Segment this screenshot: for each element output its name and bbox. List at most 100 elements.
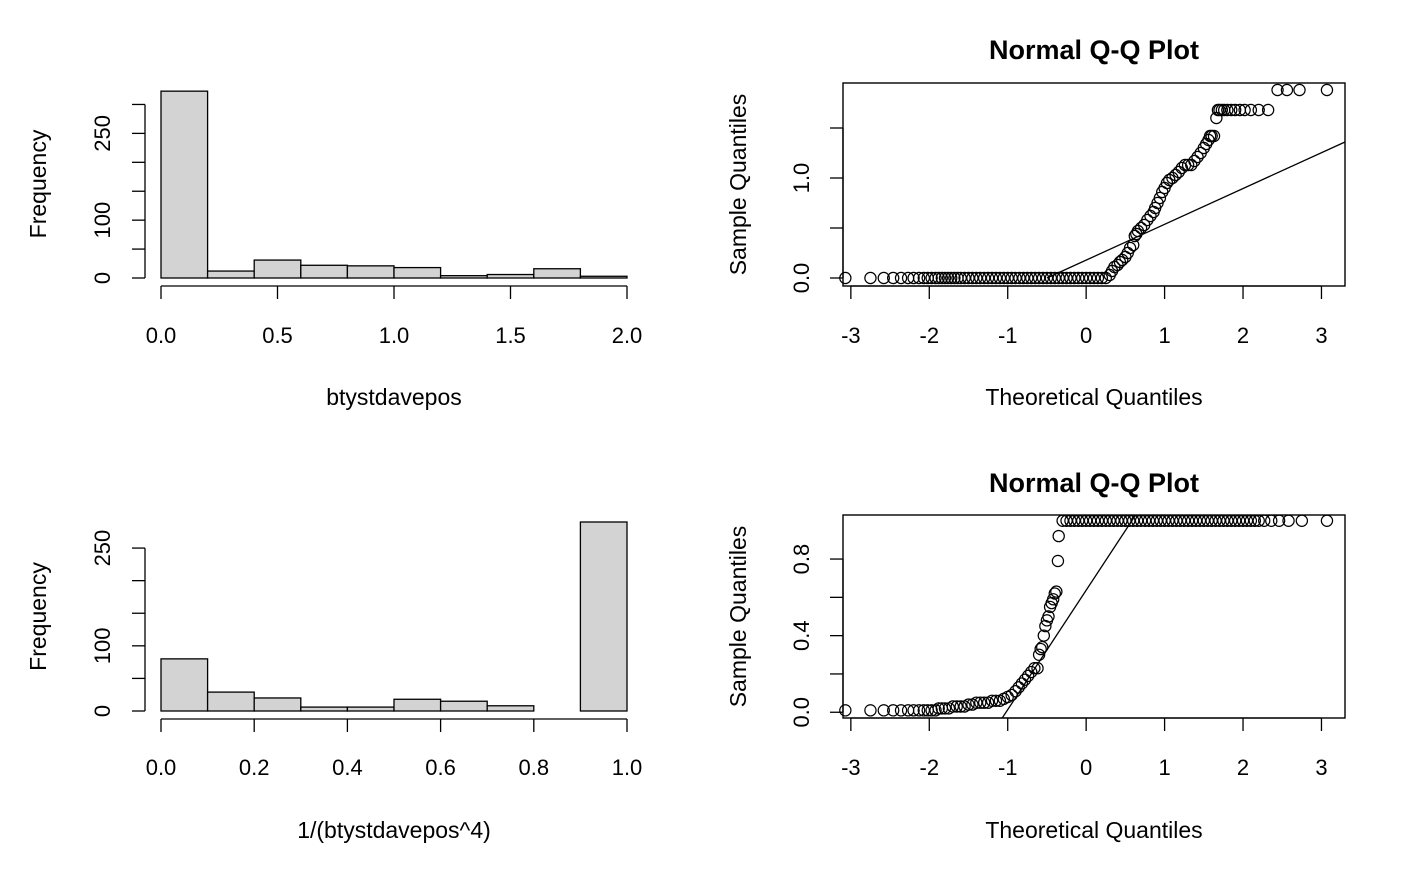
qq-top-x-tick-label: 3 [1315, 323, 1327, 348]
hist-top-y-tick-label: 0 [90, 272, 115, 284]
histogram-bar [160, 658, 209, 712]
qq-point [1153, 191, 1167, 205]
hist-bottom-y-tick-label: 0 [90, 705, 115, 717]
qq-point [1127, 238, 1140, 252]
qq-point [948, 271, 961, 285]
qq-point [1295, 514, 1309, 527]
qq-point [1032, 648, 1046, 662]
histogram-bar [439, 275, 488, 279]
qq-point [929, 271, 942, 285]
qq-point [950, 700, 963, 713]
qq-point [887, 271, 900, 285]
histogram-bar [346, 265, 395, 279]
qq-point [962, 698, 975, 711]
qq-bottom-y-axis-label: Sample Quantiles [725, 526, 751, 708]
qq-point [1221, 103, 1234, 117]
qq-point [894, 271, 908, 285]
qq-bottom-x-tick-label: 2 [1237, 755, 1249, 780]
qq-point [1238, 103, 1251, 117]
qq-point [1048, 587, 1061, 600]
qq-bottom-qq-reference-line [1001, 515, 1137, 718]
qq-point [1141, 213, 1154, 227]
qq-point [977, 696, 991, 709]
qq-point [1021, 669, 1035, 683]
qq-point [1042, 610, 1055, 623]
histogram-bar [300, 264, 349, 279]
qq-point [1134, 221, 1148, 235]
hist-bottom-y-tick-label: 250 [90, 530, 115, 567]
qq-bottom-y-tick-label: 0.8 [789, 544, 814, 575]
qq-point [1099, 271, 1112, 285]
qq-point [932, 271, 945, 285]
qq-top-x-tick-label: -3 [841, 323, 861, 348]
qq-point [1207, 129, 1221, 143]
qq-point [1047, 593, 1060, 606]
qq-point [945, 271, 958, 285]
qq-point [1265, 514, 1278, 527]
hist-bottom-y-tick-label: 100 [90, 627, 115, 664]
qq-bottom-plot-frame [842, 514, 1346, 719]
qq-point [1169, 168, 1182, 182]
qq-top-plot-frame [842, 82, 1346, 287]
qq-point [1252, 103, 1265, 117]
qq-point [894, 704, 908, 717]
hist-bottom-x-tick-label: 0.2 [239, 755, 270, 780]
qq-point [1271, 83, 1284, 97]
qq-point [1050, 585, 1063, 598]
qq-point [1280, 83, 1294, 97]
qq-point [1051, 554, 1065, 568]
histogram-bar [300, 706, 349, 712]
qq-top-x-axis-label: Theoretical Quantiles [985, 384, 1202, 410]
qq-point [954, 700, 967, 713]
qq-top-y-axis-label: Sample Quantiles [725, 94, 751, 276]
qq-point [1248, 514, 1261, 527]
qq-point [877, 704, 890, 717]
qq-point [1293, 83, 1306, 97]
qq-point [1272, 514, 1286, 527]
qq-top-x-tick-label: -2 [920, 323, 940, 348]
qq-point [1123, 241, 1137, 255]
qq-point [1252, 514, 1265, 527]
qq-point [1034, 642, 1047, 656]
qq-point [929, 704, 942, 717]
hist-top-x-tick-label: 0.5 [262, 323, 293, 348]
histogram-bar [579, 521, 628, 712]
qq-point [1052, 529, 1065, 543]
histogram-bar [346, 706, 395, 712]
qq-point [1244, 514, 1258, 527]
qq-point [1282, 514, 1295, 527]
qq-point [1185, 158, 1198, 172]
qq-bottom-x-tick-label: 3 [1315, 755, 1327, 780]
qq-point [1244, 103, 1258, 117]
qq-plot-top-panel: -3 -2 -1 0 1 2 3 0.0 1.0 Normal Q-Q Plot Theoretic… [725, 35, 1346, 410]
qq-point [1261, 103, 1275, 117]
hist-bottom-x-tick-label: 0.8 [519, 755, 550, 780]
hist-top-y-tick-label: 100 [90, 202, 115, 239]
qq-top-x-tick-label: 0 [1080, 323, 1092, 348]
qq-point [1037, 629, 1051, 642]
qq-point [1320, 514, 1334, 527]
qq-top-qq-reference-line [1046, 141, 1345, 279]
histogram-bar [439, 700, 488, 712]
qq-point [907, 271, 920, 285]
hist-bottom-x-tick-label: 0.4 [332, 755, 363, 780]
histogram-bar [160, 90, 209, 279]
qq-point [1320, 83, 1334, 97]
qq-point [1228, 103, 1242, 117]
qq-top-x-tick-label: 2 [1237, 323, 1249, 348]
histogram-bar [206, 270, 255, 279]
qq-point [1091, 271, 1105, 285]
qq-point [925, 271, 938, 285]
histogram-bar [486, 273, 535, 279]
histogram-bar [393, 698, 442, 712]
qq-point [1181, 158, 1195, 172]
qq-point [1225, 103, 1238, 117]
qq-point [912, 704, 926, 717]
qq-point [932, 702, 945, 715]
hist-bottom-y-axis-label: Frequency [25, 562, 51, 671]
hist-bottom-x-tick-label: 0.0 [146, 755, 177, 780]
qq-point [864, 704, 877, 717]
histogram-bar [579, 275, 628, 279]
hist-top-y-axis-label: Frequency [25, 129, 51, 238]
